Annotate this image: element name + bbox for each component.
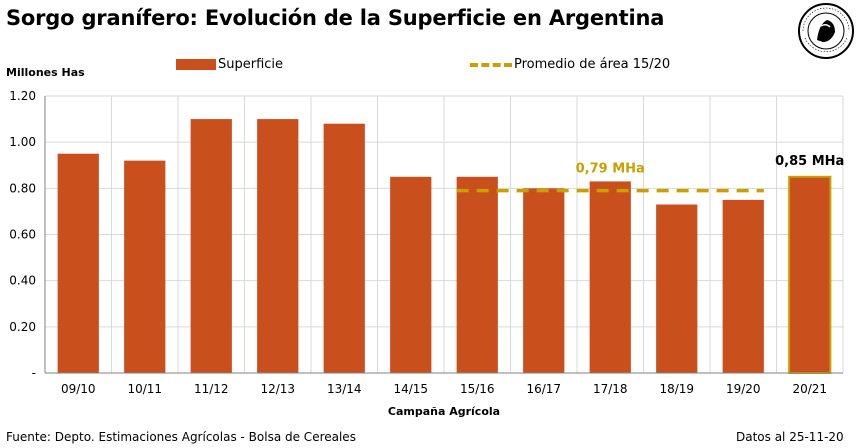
legend-label-superficie: Superficie bbox=[218, 57, 284, 72]
x-tick-label: 09/10 bbox=[61, 382, 96, 396]
bar-11-12 bbox=[190, 119, 232, 373]
bar-12-13 bbox=[257, 119, 299, 373]
bar-13-14 bbox=[323, 123, 365, 373]
y-tick-label: 0.20 bbox=[9, 320, 36, 334]
annotation-label: 0,79 MHa bbox=[576, 162, 645, 177]
chart-title: Sorgo granífero: Evolución de la Superfi… bbox=[6, 6, 665, 30]
x-tick-label: 14/15 bbox=[393, 382, 428, 396]
x-tick-label: 10/11 bbox=[127, 382, 162, 396]
annotation-label: 0,85 MHa bbox=[775, 154, 844, 169]
x-tick-label: 15/16 bbox=[460, 382, 495, 396]
bar-16-17 bbox=[523, 188, 565, 373]
legend-item-superficie: Superficie bbox=[176, 57, 283, 72]
x-tick-label: 18/19 bbox=[659, 382, 694, 396]
y-tick-label: 1.20 bbox=[9, 89, 36, 103]
bolsa-cereales-logo-icon bbox=[798, 3, 854, 59]
x-tick-label: 19/20 bbox=[726, 382, 761, 396]
bar-09-10 bbox=[57, 153, 99, 373]
bar-18-19 bbox=[656, 204, 698, 373]
bar-14-15 bbox=[390, 176, 432, 373]
legend-label-promedio: Promedio de área 15/20 bbox=[514, 57, 671, 72]
y-tick-label: - bbox=[32, 366, 36, 380]
x-tick-label: 17/18 bbox=[593, 382, 628, 396]
x-tick-label: 11/12 bbox=[194, 382, 229, 396]
x-tick-label: 12/13 bbox=[260, 382, 295, 396]
date-note: Datos al 25-11-20 bbox=[736, 430, 844, 444]
y-axis-label: Millones Has bbox=[6, 66, 85, 79]
source-note: Fuente: Depto. Estimaciones Agrícolas - … bbox=[6, 430, 356, 444]
bar-20-21 bbox=[788, 175, 832, 374]
legend-swatch-bar bbox=[176, 59, 216, 70]
bar-19-20 bbox=[722, 199, 764, 373]
x-tick-label: 16/17 bbox=[526, 382, 561, 396]
legend-swatch-dashed-line bbox=[470, 62, 512, 67]
y-tick-label: 1.00 bbox=[9, 135, 36, 149]
x-tick-label: 20/21 bbox=[792, 382, 827, 396]
bar-15-16 bbox=[456, 176, 498, 373]
y-tick-label: 0.80 bbox=[9, 181, 36, 195]
x-tick-label: 13/14 bbox=[327, 382, 362, 396]
legend-item-promedio: Promedio de área 15/20 bbox=[470, 57, 670, 72]
bar-10-11 bbox=[124, 160, 166, 373]
y-tick-label: 0.60 bbox=[9, 228, 36, 242]
x-axis-label: Campaña Agrícola bbox=[388, 405, 500, 418]
y-tick-label: 0.40 bbox=[9, 274, 36, 288]
bar-17-18 bbox=[589, 181, 631, 373]
